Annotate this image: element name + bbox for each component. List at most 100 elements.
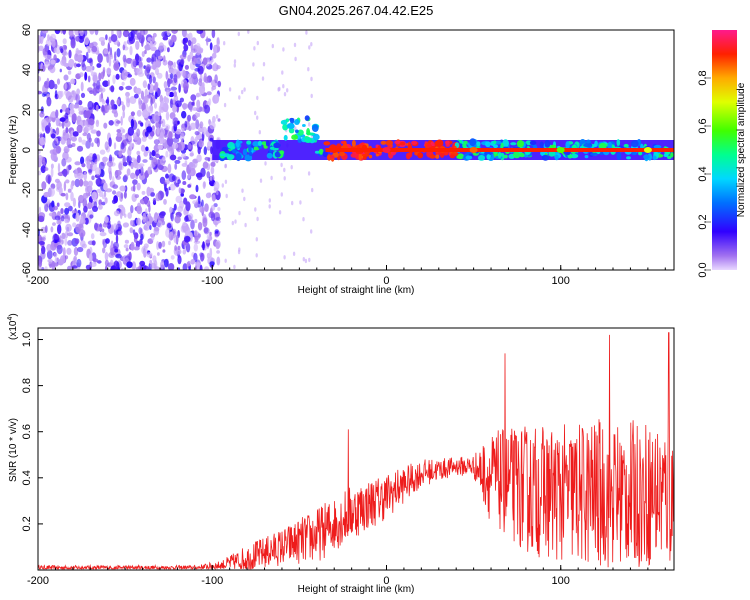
spectrogram-noise-cell [214,233,219,238]
spectrogram-noise-cell [144,44,151,51]
spectrogram-noise-cell [281,70,284,75]
spectrogram-noise-cell [310,42,313,47]
spectrogram-noise-cell [65,179,70,184]
spectrogram-noise-cell [115,73,120,80]
spectrogram-noise-cell [49,263,52,268]
spectrogram-noise-cell [38,154,43,162]
spectrogram-noise-cell [119,209,123,220]
spectrogram-noise-cell [95,104,99,112]
spectrogram-noise-cell [293,42,297,48]
spectrogram-noise-cell [311,187,314,193]
spectrogram-noise-cell [262,61,266,67]
spectrogram-noise-cell [48,122,51,128]
spectrogram-noise-cell [67,95,74,103]
spectrogram-band-cell [653,144,662,149]
spectrogram-noise-cell [203,146,207,156]
spectrogram-noise-cell [197,233,201,238]
spectrogram-band-cell [368,154,373,159]
spectrogram-noise-cell [122,129,126,133]
spectrogram-noise-cell [224,164,227,169]
spectrogram-noise-cell [122,30,130,38]
spectrogram-noise-cell [135,169,140,176]
spectrogram-noise-cell [122,155,126,166]
spectrogram-noise-cell [102,80,109,87]
spectrogram-noise-cell [44,167,49,171]
spectrogram-y-tick-label: -40 [21,222,33,238]
spectrogram-noise-cell [78,194,85,204]
spectrogram-noise-cell [73,255,77,262]
colorbar-ticks: 0.0 0.2 0.4 0.6 0.8 [697,70,711,278]
spectrogram-noise-cell [136,205,143,215]
spectrogram-band-cell [399,141,406,146]
spectrogram-noise-cell [102,247,106,254]
spectrogram-noise-cell [94,167,102,176]
spectrogram-noise-cell [189,140,196,145]
spectrogram-noise-cell [91,175,95,181]
spectrogram-ticks: -200 -100 0 100 60 40 20 0 -20 -40 -60 [21,24,666,287]
spectrogram-band-cell [411,140,418,145]
spectrogram-noise-cell [170,86,177,93]
spectrogram-band-cell [248,152,253,156]
spectrogram-noise-cell [53,252,58,258]
spectrogram-noise-cell [48,79,55,90]
snr-y-scale-close: ) [8,313,19,316]
spectrogram-noise-cell [210,161,216,168]
snr-y-tick-label: 0.8 [21,378,33,393]
colorbar-tick-label: 0.4 [697,166,709,181]
snr-x-tick-label: 0 [383,575,389,587]
spectrogram-noise-cell [198,123,202,128]
spectrogram-noise-cell [41,30,49,34]
spectrogram-noise-cell [156,127,160,135]
spectrogram-band-cell [261,141,267,146]
spectrogram-noise-cell [136,217,141,226]
spectrogram-noise-cell [129,77,136,86]
spectrogram-noise-cell [56,244,63,255]
spectrogram-noise-cell [244,222,247,228]
snr-x-label: Height of straight line (km) [298,584,415,595]
spectrogram-noise-cell [130,118,135,129]
spectrogram-noise-cell [141,136,147,142]
spectrogram-band-cell [248,146,252,153]
spectrogram-noise-cell [65,223,72,233]
spectrogram-noise-cell [173,203,177,211]
spectrogram-noise-cell [117,220,121,227]
spectrogram-noise-cell [81,163,86,168]
spectrogram-noise-cell [172,137,180,143]
spectrogram-noise-cell [199,252,204,258]
spectrogram-noise-cell [80,156,85,165]
spectrogram-noise-cell [186,175,191,179]
spectrogram-noise-cell [103,122,108,129]
spectrogram-noise-cell [217,80,222,88]
spectrogram-noise-cell [194,230,198,240]
spectrogram-noise-cell [59,68,62,73]
spectrogram-noise-cell [84,71,88,81]
spectrogram-noise-cell [147,105,154,114]
spectrogram-noise-cell [72,222,77,228]
spectrogram-band-core [325,148,674,152]
spectrogram-noise-cell [259,178,263,183]
spectrogram-noise-cell [93,201,98,209]
spectrogram-noise-cell [205,239,211,244]
spectrogram-noise-cell [113,260,119,270]
spectrogram-noise-cell [131,261,137,270]
spectrogram-noise-cell [43,191,50,198]
spectrogram-noise-cell [181,153,187,159]
spectrogram-noise-cell [163,81,168,89]
spectrogram-noise-cell [237,31,240,37]
spectrogram-noise-cell [135,164,143,169]
spectrogram-noise-cell [167,60,172,70]
spectrogram-noise-cell [92,258,99,263]
spectrogram-x-tick-label: 100 [552,275,570,287]
spectrogram-noise-cell [167,78,173,84]
spectrogram-noise-cell [111,176,115,184]
snr-series-line [38,332,674,570]
spectrogram-noise-cell [153,139,160,145]
figure-title: GN04.2025.267.04.42.E25 [279,3,434,18]
spectrogram-band-cell [322,150,328,158]
spectrogram-band-cell [513,150,521,159]
spectrogram-band-cell [670,152,674,158]
spectrogram-band-cell [375,153,379,157]
spectrogram-noise-cell [156,241,160,250]
spectrogram-noise-cell [196,154,202,163]
snr-y-scale-base: (x10 [8,320,19,340]
